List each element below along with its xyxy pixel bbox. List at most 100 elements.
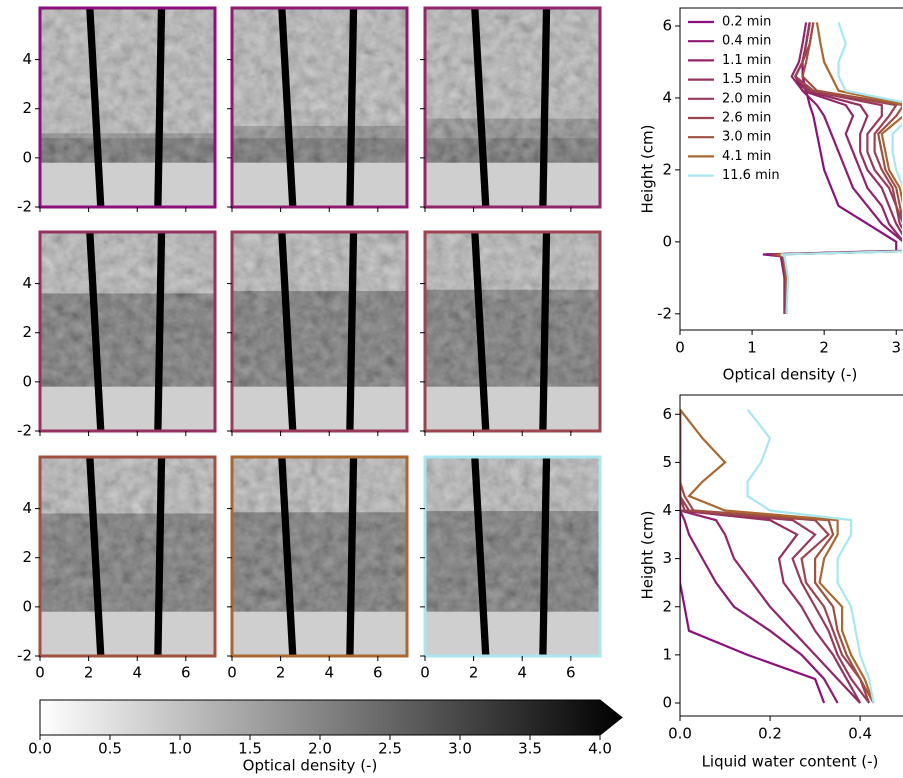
plot-lines — [762, 22, 902, 314]
y-tick-label: 2 — [22, 323, 32, 341]
y-tick-label: -2 — [17, 422, 32, 440]
x-tick-label: 0 — [35, 664, 45, 682]
rod — [278, 457, 297, 656]
rod — [346, 8, 358, 207]
legend-label: 11.6 min — [722, 168, 780, 183]
rod — [278, 8, 297, 207]
y-tick-label: 5 — [662, 453, 672, 471]
x-tick-label: 2 — [469, 664, 479, 682]
substrate — [40, 386, 215, 431]
x-tick-label: 4 — [132, 664, 142, 682]
x-tick-label: 6 — [373, 664, 383, 682]
x-tick-label: 2 — [276, 664, 286, 682]
x-tick-label: 4 — [517, 664, 527, 682]
panel-frame — [423, 455, 602, 658]
series-line — [746, 408, 875, 704]
panel-frame — [423, 6, 602, 209]
x-tick-label: 0.4 — [848, 725, 872, 743]
legend-label: 0.2 min — [722, 15, 771, 30]
rod — [471, 232, 490, 431]
legend-label: 1.1 min — [722, 53, 771, 68]
panel-frame — [38, 230, 217, 433]
x-tick-label: 0.5 — [98, 740, 122, 758]
rod — [86, 457, 105, 656]
colorbar-label: Optical density (-) — [243, 757, 378, 775]
legend-label: 2.6 min — [722, 111, 771, 126]
x-axis-label: Liquid water content (-) — [702, 753, 879, 771]
x-tick-label: 6 — [181, 664, 191, 682]
y-tick-label: 4 — [662, 501, 672, 519]
x-tick-label: 2 — [819, 339, 829, 357]
substrate — [425, 386, 600, 431]
rod — [539, 457, 551, 656]
y-tick-label: 0 — [22, 148, 32, 166]
y-tick-label: 4 — [22, 499, 32, 517]
x-tick-label: 3.0 — [448, 740, 472, 758]
rod — [346, 457, 358, 656]
plot-lines — [680, 408, 875, 704]
y-tick-label: 0 — [662, 694, 672, 712]
texture — [232, 457, 407, 612]
substrate — [40, 162, 215, 207]
plot-frame — [679, 394, 903, 717]
rod — [86, 8, 105, 207]
panel-frame — [230, 230, 409, 433]
legend-label: 4.1 min — [722, 149, 771, 164]
panel-frame — [38, 6, 217, 209]
legend-label: 3.0 min — [722, 130, 771, 145]
series-line — [680, 409, 875, 704]
y-axis-label: Height (cm) — [639, 511, 657, 600]
x-tick-label: 0 — [675, 339, 685, 357]
x-axis-label: Optical density (-) — [723, 366, 858, 384]
series-line — [680, 409, 861, 704]
y-tick-label: 2 — [662, 160, 672, 178]
substrate — [425, 611, 600, 656]
substrate — [232, 386, 407, 431]
y-axis-label: Height (cm) — [639, 125, 657, 214]
x-tick-label: 4.0 — [588, 740, 612, 758]
series-line — [780, 22, 902, 314]
legend-label: 1.5 min — [722, 72, 771, 87]
panel-frame — [423, 230, 602, 433]
series-line — [769, 22, 902, 314]
series-line — [680, 409, 871, 704]
rod — [154, 8, 166, 207]
x-tick-label: 0.0 — [28, 740, 52, 758]
y-tick-label: -2 — [657, 304, 672, 322]
y-tick-label: 4 — [22, 274, 32, 292]
y-tick-label: 4 — [662, 88, 672, 106]
panel-frame — [38, 455, 217, 658]
series-line — [680, 409, 839, 704]
x-tick-label: 0 — [420, 664, 430, 682]
series-line — [680, 409, 862, 704]
texture — [425, 457, 600, 612]
x-tick-label: 2.5 — [378, 740, 402, 758]
texture — [40, 8, 215, 163]
colorbar — [39, 699, 623, 736]
legend-label: 2.0 min — [722, 91, 771, 106]
series-line — [769, 22, 902, 314]
x-tick-label: 6 — [566, 664, 576, 682]
rod — [278, 232, 297, 431]
x-tick-label: 2 — [84, 664, 94, 682]
texture — [425, 8, 600, 163]
series-line — [680, 409, 826, 704]
x-tick-label: 1.5 — [238, 740, 262, 758]
y-tick-label: -2 — [17, 647, 32, 665]
substrate — [232, 162, 407, 207]
legend-label: 0.4 min — [722, 34, 771, 49]
texture — [232, 232, 407, 387]
y-tick-label: 0 — [22, 597, 32, 615]
y-tick-label: 3 — [662, 549, 672, 567]
rod — [346, 232, 358, 431]
plot-frame — [679, 7, 903, 331]
rod — [471, 457, 490, 656]
series-line — [777, 22, 902, 314]
y-tick-label: 2 — [22, 548, 32, 566]
texture — [425, 232, 600, 387]
y-tick-label: 0 — [22, 372, 32, 390]
x-tick-label: 3 — [891, 339, 901, 357]
panel-frame — [230, 455, 409, 658]
x-tick-label: 1.0 — [168, 740, 192, 758]
texture — [40, 457, 215, 612]
